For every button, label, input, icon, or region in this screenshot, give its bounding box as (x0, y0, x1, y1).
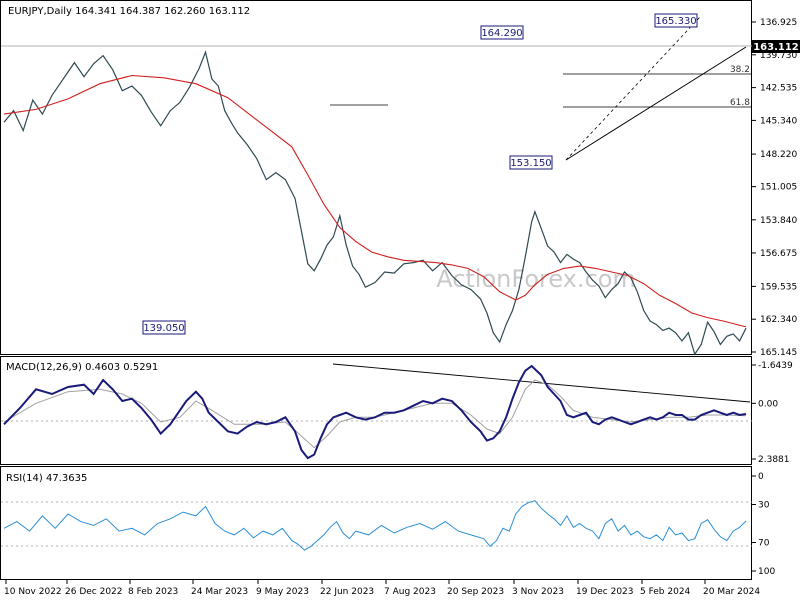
moving-average-series (3, 74, 747, 328)
macd-y-tick-label: 2.3881 (758, 455, 790, 465)
x-tick-label: 3 Nov 2023 (512, 587, 564, 597)
price-y-tick-label: 151.005 (760, 183, 797, 193)
rsi-y-tick-label: 70 (758, 539, 770, 549)
annotation-153150: 153.150 (509, 155, 553, 170)
dashed-projection (565, 16, 701, 161)
macd-panel-frame (0, 356, 752, 465)
annotation-165330-label: 165.330 (655, 16, 696, 27)
price-y-tick-label: 148.220 (760, 150, 797, 160)
x-tick-label: 9 May 2023 (256, 587, 309, 597)
price-panel-frame (0, 0, 752, 355)
last-price-tag: 163.112 (752, 40, 800, 53)
x-tick-label: 26 Dec 2022 (65, 587, 123, 597)
rsi-panel-frame (0, 466, 752, 580)
x-tick-label: 10 Nov 2022 (4, 587, 62, 597)
rsi-y-tick-label: 100 (758, 567, 775, 577)
x-tick-label: 20 Mar 2024 (703, 587, 760, 597)
x-tick-label: 7 Aug 2023 (384, 587, 436, 597)
price-y-tick-label: 165.145 (760, 348, 797, 358)
rsi-y-tick-label: 0 (758, 472, 764, 482)
price-y-tick-label: 142.535 (760, 84, 797, 94)
macd-y-tick-label: 0.00 (758, 399, 778, 409)
rsi-header: RSI(14) 47.3635 (6, 473, 87, 484)
x-tick-label: 19 Dec 2023 (576, 587, 634, 597)
price-y-tick-label: 145.340 (760, 116, 797, 126)
price-y-tick-label: 136.925 (760, 18, 797, 28)
fib-62-label: 61.8 (730, 98, 750, 108)
x-tick-label: 22 Jun 2023 (320, 587, 374, 597)
macd-y-tick-label: -1.6439 (758, 361, 793, 371)
x-tick-label: 24 Mar 2023 (191, 587, 248, 597)
price-y-tick-label: 159.535 (760, 282, 797, 292)
rsi-y-axis: 100 70 30 0 (752, 472, 775, 577)
macd-header: MACD(12,26,9) 0.4603 0.5291 (6, 362, 158, 373)
x-tick-label: 8 Feb 2023 (128, 587, 178, 597)
annotation-164290: 164.290 (480, 25, 524, 40)
x-axis: 10 Nov 2022 26 Dec 2022 8 Feb 2023 24 Mar 2… (4, 580, 760, 597)
macd-y-axis: 2.3881 0.00 -1.6439 (752, 361, 793, 465)
annotation-153150-label: 153.150 (510, 158, 551, 169)
macd-trendline (332, 363, 751, 403)
price-y-tick-label: 156.675 (760, 249, 797, 259)
price-header: EURJPY,Daily 164.341 164.387 162.260 163… (8, 6, 250, 17)
price-y-tick-label: 162.340 (760, 315, 797, 325)
price-y-tick-label: 139.730 (760, 51, 797, 61)
macd-series (3, 364, 747, 460)
x-tick-label: 5 Feb 2024 (640, 587, 691, 597)
price-y-tick-label: 153.840 (760, 216, 797, 226)
last-price-label: 163.112 (753, 42, 799, 53)
annotation-139050: 139.050 (142, 320, 186, 335)
rsi-y-tick-label: 30 (758, 501, 770, 511)
price-series (3, 50, 747, 356)
trendline (565, 46, 747, 161)
annotation-139050-label: 139.050 (143, 323, 184, 334)
annotation-165330: 165.330 (654, 13, 698, 28)
fib-38-label: 38.2 (730, 65, 750, 75)
watermark: ActionForex.com (436, 265, 636, 293)
annotation-164290-label: 164.290 (481, 28, 522, 39)
rsi-series (3, 500, 747, 551)
price-y-axis: 165.145 162.340 159.535 156.675 153.840 151.0… (752, 18, 797, 358)
x-tick-label: 20 Sep 2023 (447, 587, 504, 597)
